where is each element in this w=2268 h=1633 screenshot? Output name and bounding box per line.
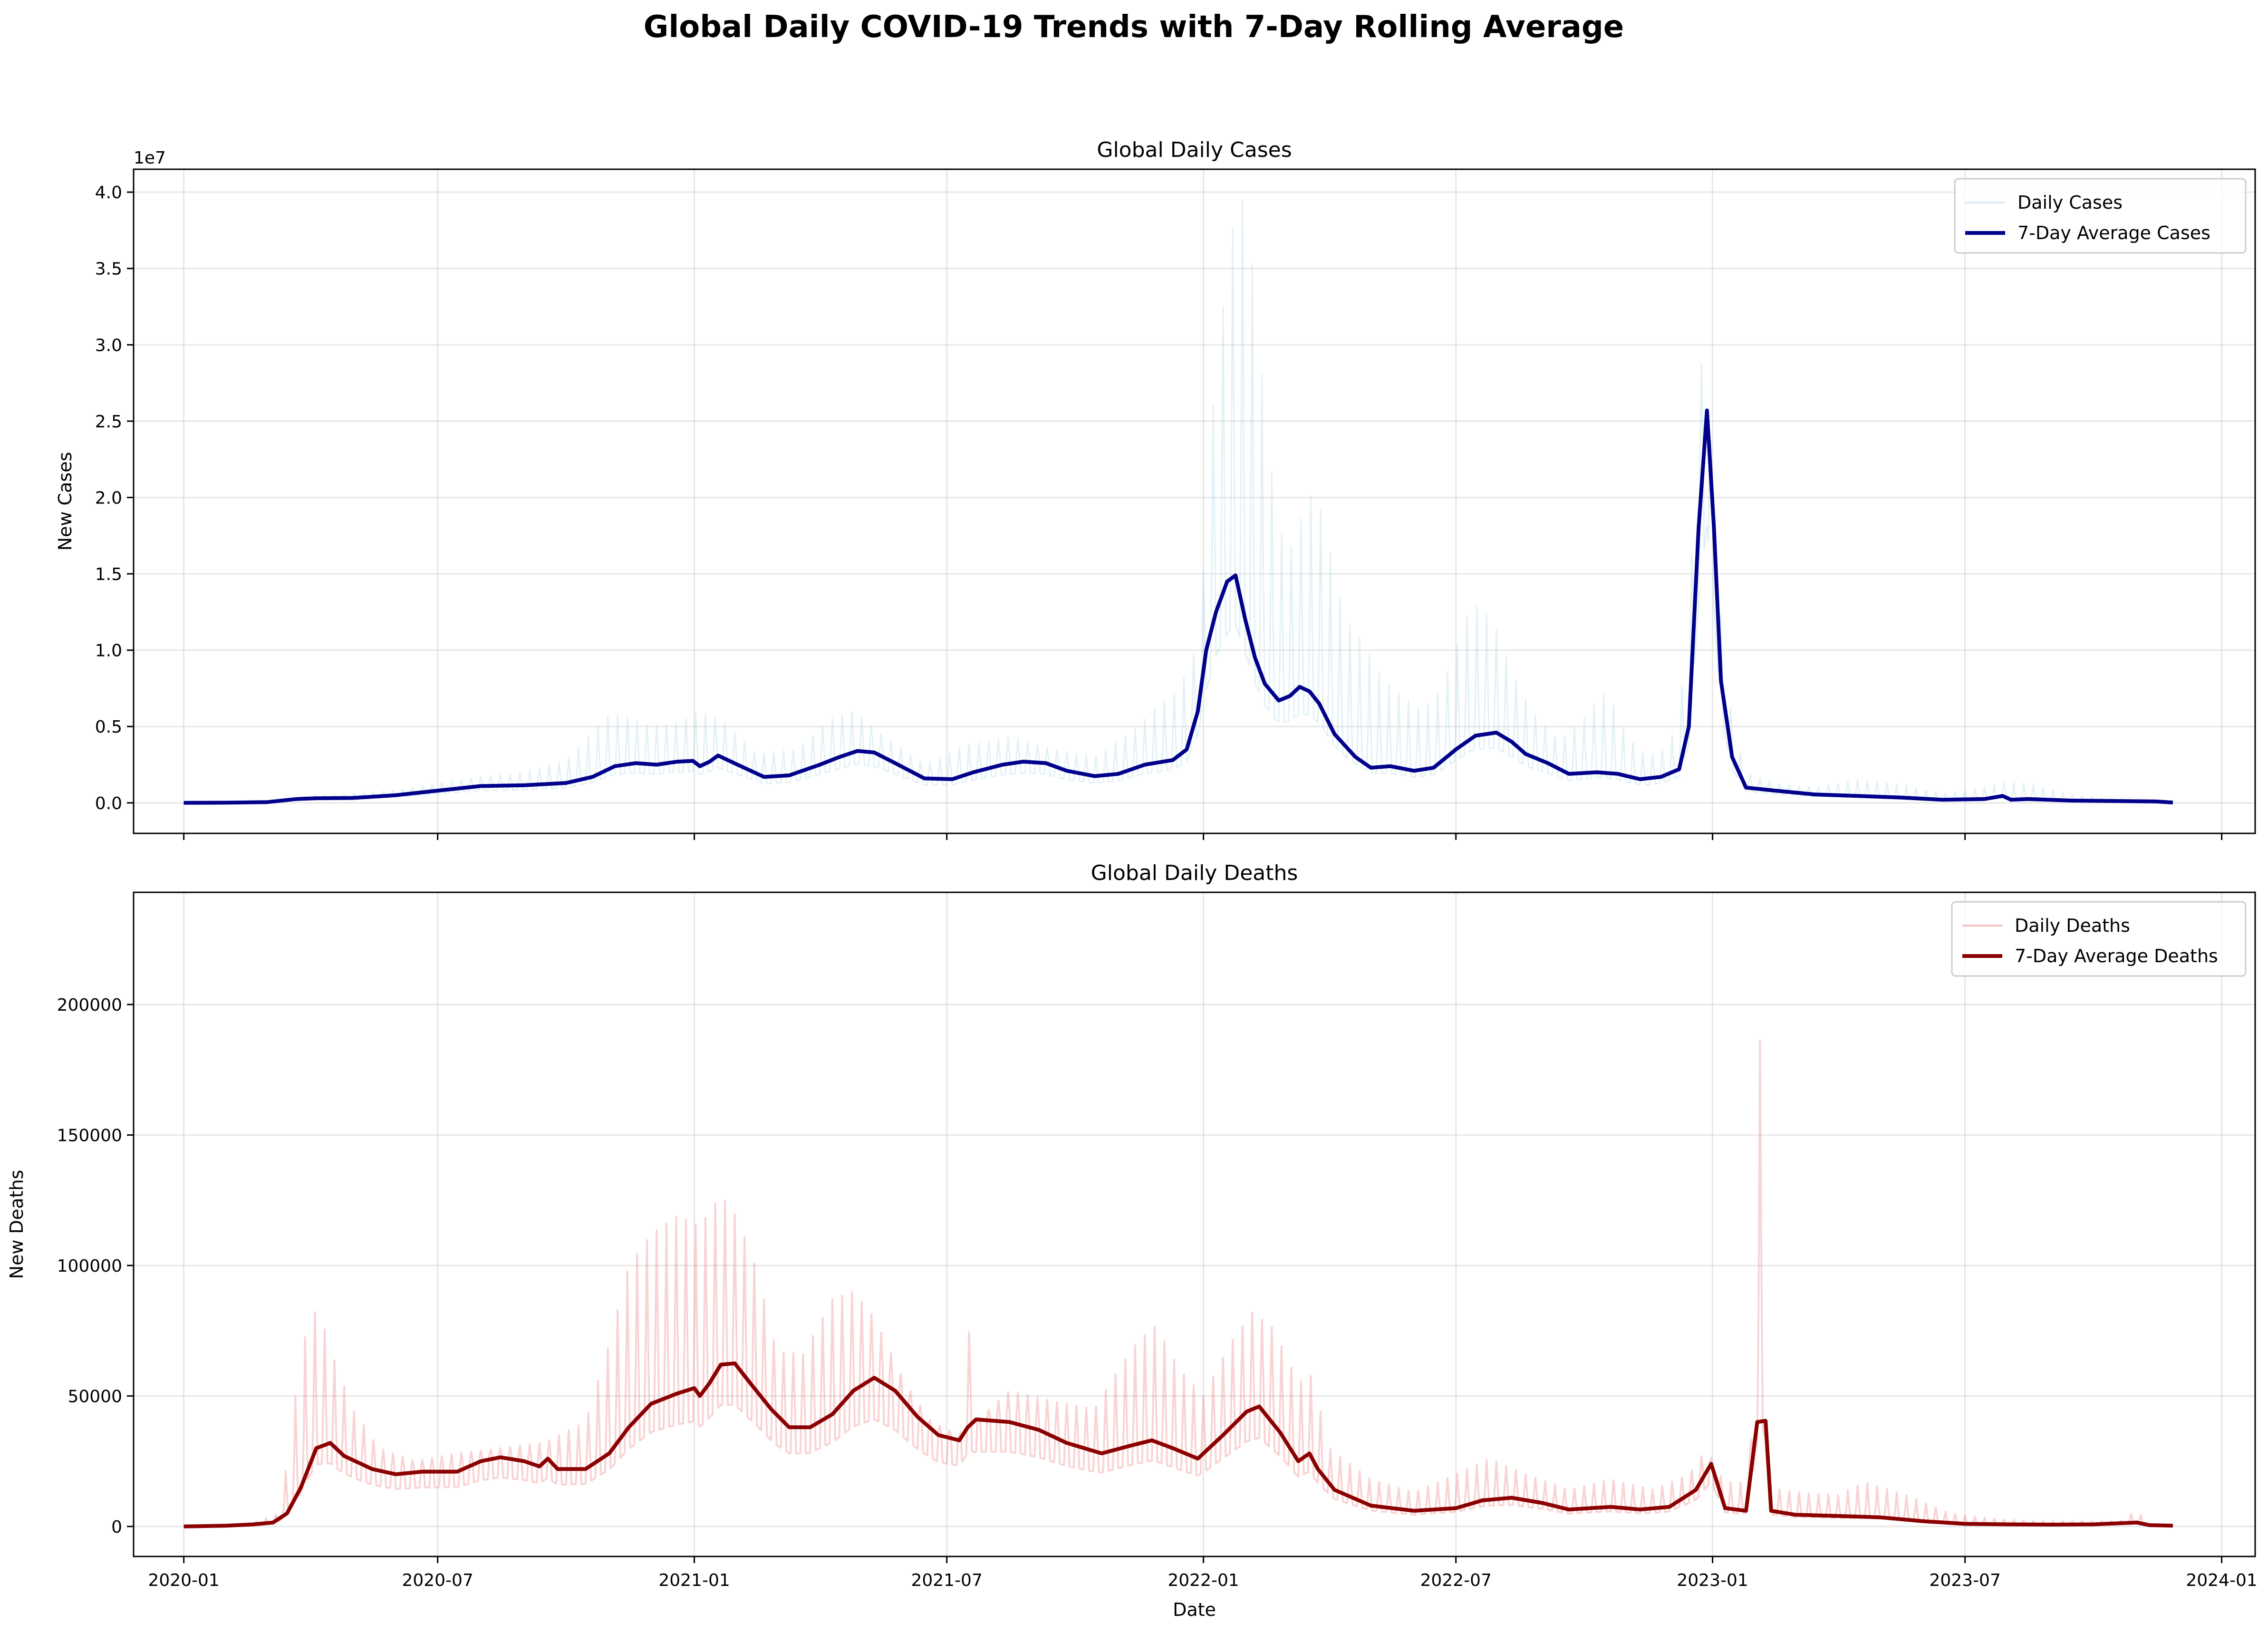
y-tick-label-3: 150000 [57,1126,122,1145]
plot-frame [133,891,2256,1557]
cases-y-axis-label: New Cases [55,452,76,551]
y-tick-label-5: 2.5 [95,412,122,432]
legend-box [1951,901,2247,977]
y-tick-label-2: 1.0 [95,641,122,661]
x-tick-label-0: 2020-01 [148,1571,219,1590]
deaths-gridlines [134,892,2255,1556]
7-day-average-deaths-line [183,1361,2173,1528]
cases-legend: Daily Cases 7-Day Average Cases [1954,178,2247,254]
figure-title: Global Daily COVID-19 Trends with 7-Day … [644,10,1624,45]
y-tick-label-6: 3.0 [95,336,122,355]
x-tick-label-5: 2022-07 [1420,1571,1491,1590]
x-tick-label-1: 2020-07 [402,1571,473,1590]
deaths-y-axis-label: New Deaths [6,1170,27,1279]
deaths-axes: 0 50000 100000 150000 200000 2020-01 2020-07 20… [57,891,2258,1590]
daily-deaths-line [183,1039,2173,1527]
x-tick-label-7: 2023-07 [1929,1571,2000,1590]
deaths-panel: Global Daily Deaths New Deaths Date 0 500… [6,861,2258,1620]
deaths-daily-series [183,1039,2173,1527]
y-tick-label-4: 200000 [57,995,122,1015]
y-tick-label-0: 0 [111,1517,122,1537]
deaths-x-axis-label: Date [1173,1599,1216,1620]
y-tick-label-8: 4.0 [95,183,122,203]
cases-panel: Global Daily Cases New Cases 1e7 0.0 0.5 1… [55,138,2256,840]
cases-chart-title: Global Daily Cases [1097,138,1292,162]
y-tick-label-4: 2.0 [95,488,122,508]
cases-gridlines [134,169,2255,833]
x-tick-label-8: 2024-01 [2186,1571,2257,1590]
y-tick-label-2: 100000 [57,1256,122,1276]
7-day-average-deaths-legend-label: 7-Day Average Deaths [2015,946,2218,966]
deaths-legend: Daily Deaths 7-Day Average Deaths [1951,901,2247,977]
daily-deaths-legend-label: Daily Deaths [2015,915,2130,936]
x-tick-label-4: 2022-01 [1168,1571,1239,1590]
daily-cases-legend-label: Daily Cases [2017,192,2123,213]
plot-frame [133,168,2256,834]
deaths-chart-title: Global Daily Deaths [1091,861,1298,885]
y-tick-label-0: 0.0 [95,794,122,813]
cases-axes: 0.0 0.5 1.0 1.5 2.0 2.5 3.0 3.5 4.0 [95,168,2256,840]
7-day-average-cases-legend-label: 7-Day Average Cases [2017,222,2210,243]
y-tick-label-1: 50000 [68,1387,122,1406]
x-tick-label-6: 2023-01 [1677,1571,1748,1590]
cases-y-scale-label: 1e7 [134,148,166,168]
x-tick-label-3: 2021-07 [911,1571,982,1590]
cases-average-series [183,408,2173,805]
y-tick-label-1: 0.5 [95,717,122,737]
x-tick-label-2: 2021-01 [658,1571,730,1590]
y-tick-label-7: 3.5 [95,260,122,279]
deaths-average-series [183,1361,2173,1528]
y-tick-label-3: 1.5 [95,565,122,584]
7-day-average-cases-line [183,408,2173,805]
legend-box [1954,178,2247,254]
